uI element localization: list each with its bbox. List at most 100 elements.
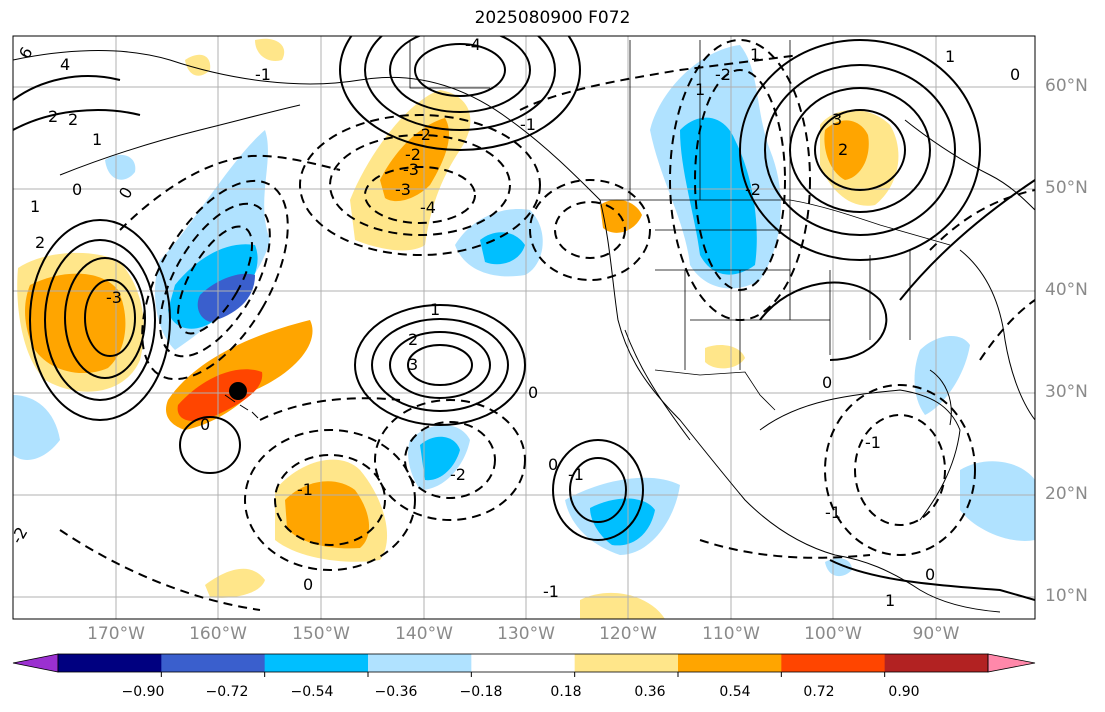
- colorbar-segment: [781, 654, 886, 672]
- contour-label: -1: [543, 582, 559, 601]
- solid-contours: [13, 36, 1035, 601]
- colorbar-segment: [161, 654, 266, 672]
- lon-label: 170°W: [87, 624, 145, 644]
- negative-anomaly-subtropic-core: [420, 436, 460, 481]
- colorbar-extend-high: [987, 653, 1036, 673]
- positive-anomaly-tail: [205, 568, 265, 598]
- positive-anomaly-desert: [705, 345, 745, 369]
- contour-label: 2: [48, 107, 58, 126]
- low-west-contour: [141, 179, 289, 381]
- contour-label: -4: [465, 35, 481, 54]
- contour-label: -2: [745, 180, 761, 199]
- lon-label: 140°W: [395, 624, 453, 644]
- baja-peninsula: [624, 329, 691, 441]
- lon-label: 110°W: [702, 624, 760, 644]
- contour-label: -3: [403, 160, 419, 179]
- positive-anomaly-nw-pocket: [185, 54, 211, 76]
- colorbar-segment: [264, 654, 369, 672]
- graticule: [13, 36, 1035, 619]
- colorbar-segment: [471, 654, 576, 672]
- aleutian-chain: [59, 104, 301, 176]
- low-offshore-contour: [529, 179, 651, 281]
- colorbar-tick-label: −0.18: [459, 684, 503, 700]
- positive-anomaly-hawaii-core: [177, 369, 263, 422]
- colorbar-tick-label: −0.36: [374, 684, 418, 700]
- contour-label: -3: [106, 288, 122, 307]
- lon-label: 130°W: [497, 624, 555, 644]
- contour-label: -2: [415, 125, 431, 144]
- map-frame: [12, 35, 1036, 620]
- contour-label: 1: [30, 197, 40, 216]
- map-title: 2025080900 F072: [474, 8, 631, 28]
- canada-province-lines: [409, 40, 791, 200]
- positive-anomaly-south-baja: [580, 592, 665, 619]
- contour-label: 1: [92, 130, 102, 149]
- high-canada-contour: [739, 39, 981, 261]
- contour-label: 2: [408, 330, 418, 349]
- low-subtropic-contour: [374, 399, 526, 521]
- contour-label: 2: [35, 233, 45, 252]
- lat-label: 40°N: [1045, 280, 1088, 300]
- contour-label: -1: [297, 480, 313, 499]
- contour-label: 0: [548, 455, 558, 474]
- contour-label: -1: [568, 465, 584, 484]
- contour-label: -1: [865, 433, 881, 452]
- negative-anomaly-west-deep: [197, 273, 255, 322]
- positive-anomaly-canada-core: [824, 120, 869, 180]
- colorbar-segment: [368, 654, 472, 672]
- colorbar-tick-label: 0.90: [888, 684, 920, 700]
- contour-label: 0: [925, 565, 935, 584]
- low-central-contour: [244, 429, 416, 571]
- contour-label: -1: [255, 65, 271, 84]
- contour-label: 1: [750, 45, 760, 64]
- hawaii: [224, 394, 259, 419]
- negative-anomaly-pocket: [105, 154, 136, 180]
- contour-label: -2: [450, 465, 466, 484]
- contour-label: 1: [695, 80, 705, 99]
- low-gulf-mexico-contour: [824, 384, 976, 556]
- contour-label: 0: [303, 575, 313, 594]
- contour-label: 1: [885, 591, 895, 610]
- contour-label: -1: [825, 503, 841, 522]
- contour-label: 0: [1010, 65, 1020, 84]
- east-coast: [959, 249, 1035, 421]
- contour-label: 2: [68, 110, 78, 129]
- negative-anomaly-offshore-core: [480, 232, 525, 265]
- contour-label: 2: [838, 140, 848, 159]
- colorbar-segment: [58, 654, 162, 672]
- colorbar-tick-label: 0.72: [803, 684, 835, 700]
- lon-label: 90°W: [912, 624, 960, 644]
- contour-label: 0: [72, 180, 82, 199]
- positive-anomaly-gulf-core: [380, 118, 450, 202]
- contour-label: -1: [520, 115, 536, 134]
- lon-label: 120°W: [599, 624, 657, 644]
- contour-label: 1: [430, 300, 440, 319]
- colorbar-tick-label: 0.36: [634, 684, 666, 700]
- negative-anomaly-far-east: [960, 461, 1035, 541]
- colorbar-outline: [57, 653, 989, 673]
- colorbar-tick-label: −0.54: [290, 684, 334, 700]
- lat-label: 20°N: [1045, 484, 1088, 504]
- lat-label: 30°N: [1045, 382, 1088, 402]
- positive-anomaly-west-core: [25, 273, 126, 374]
- low-rockies-contour: [669, 39, 811, 321]
- contour-label: -2: [715, 65, 731, 84]
- colorbar-tick-label: −0.72: [205, 684, 249, 700]
- contour-label: 3: [832, 110, 842, 129]
- station-dot: [229, 382, 247, 400]
- contour-label: 0: [822, 373, 832, 392]
- contour-label: -2: [405, 145, 421, 164]
- high-west-contour: [29, 219, 171, 421]
- lon-label: 150°W: [292, 624, 350, 644]
- high-central-contour: [354, 304, 526, 426]
- colorbar-segment: [574, 654, 679, 672]
- west-coast: [599, 199, 1001, 613]
- contour-label: 1: [945, 47, 955, 66]
- contour-label: 4: [60, 55, 70, 74]
- colorbar-extend-low: [12, 653, 59, 673]
- contour-label: 3: [408, 355, 418, 374]
- high-hawaii-contour: [179, 416, 241, 474]
- us-canada-border: [600, 199, 951, 246]
- dashed-contours: [59, 39, 1035, 611]
